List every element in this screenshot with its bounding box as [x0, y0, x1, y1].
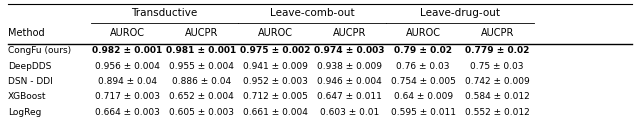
Text: Transductive: Transductive [131, 8, 198, 18]
Text: AUCPR: AUCPR [333, 28, 366, 38]
Text: 0.938 ± 0.009: 0.938 ± 0.009 [317, 62, 382, 71]
Text: Method: Method [8, 28, 44, 38]
Text: Leave-drug-out: Leave-drug-out [420, 8, 500, 18]
Text: DeepDDS: DeepDDS [8, 62, 51, 71]
Text: 0.754 ± 0.005: 0.754 ± 0.005 [391, 77, 456, 86]
Text: 0.955 ± 0.004: 0.955 ± 0.004 [169, 62, 234, 71]
Text: 0.941 ± 0.009: 0.941 ± 0.009 [243, 62, 308, 71]
Text: 0.584 ± 0.012: 0.584 ± 0.012 [465, 92, 529, 101]
Text: 0.779 ± 0.02: 0.779 ± 0.02 [465, 46, 529, 55]
Text: 0.664 ± 0.003: 0.664 ± 0.003 [95, 108, 160, 117]
Text: 0.975 ± 0.002: 0.975 ± 0.002 [240, 46, 310, 55]
Text: 0.647 ± 0.011: 0.647 ± 0.011 [317, 92, 381, 101]
Text: 0.552 ± 0.012: 0.552 ± 0.012 [465, 108, 529, 117]
Text: 0.64 ± 0.009: 0.64 ± 0.009 [394, 92, 452, 101]
Text: AUROC: AUROC [406, 28, 441, 38]
Text: 0.603 ± 0.01: 0.603 ± 0.01 [320, 108, 379, 117]
Text: 0.79 ± 0.02: 0.79 ± 0.02 [394, 46, 452, 55]
Text: 0.75 ± 0.03: 0.75 ± 0.03 [470, 62, 524, 71]
Text: 0.956 ± 0.004: 0.956 ± 0.004 [95, 62, 160, 71]
Text: AUCPR: AUCPR [481, 28, 514, 38]
Text: 0.595 ± 0.011: 0.595 ± 0.011 [391, 108, 456, 117]
Text: XGBoost: XGBoost [8, 92, 46, 101]
Text: 0.605 ± 0.003: 0.605 ± 0.003 [169, 108, 234, 117]
Text: DSN - DDI: DSN - DDI [8, 77, 52, 86]
Text: AUCPR: AUCPR [185, 28, 218, 38]
Text: 0.76 ± 0.03: 0.76 ± 0.03 [397, 62, 450, 71]
Text: 0.652 ± 0.004: 0.652 ± 0.004 [169, 92, 234, 101]
Text: 0.894 ± 0.04: 0.894 ± 0.04 [98, 77, 157, 86]
Text: 0.717 ± 0.003: 0.717 ± 0.003 [95, 92, 160, 101]
Text: 0.982 ± 0.001: 0.982 ± 0.001 [92, 46, 163, 55]
Text: Leave-comb-out: Leave-comb-out [270, 8, 355, 18]
Text: AUROC: AUROC [258, 28, 293, 38]
Text: 0.974 ± 0.003: 0.974 ± 0.003 [314, 46, 385, 55]
Text: LogReg: LogReg [8, 108, 41, 117]
Text: 0.981 ± 0.001: 0.981 ± 0.001 [166, 46, 237, 55]
Text: 0.886 ± 0.04: 0.886 ± 0.04 [172, 77, 231, 86]
Text: 0.712 ± 0.005: 0.712 ± 0.005 [243, 92, 308, 101]
Text: 0.742 ± 0.009: 0.742 ± 0.009 [465, 77, 529, 86]
Text: CongFu (ours): CongFu (ours) [8, 46, 71, 55]
Text: 0.661 ± 0.004: 0.661 ± 0.004 [243, 108, 308, 117]
Text: 0.946 ± 0.004: 0.946 ± 0.004 [317, 77, 381, 86]
Text: AUROC: AUROC [110, 28, 145, 38]
Text: 0.952 ± 0.003: 0.952 ± 0.003 [243, 77, 308, 86]
